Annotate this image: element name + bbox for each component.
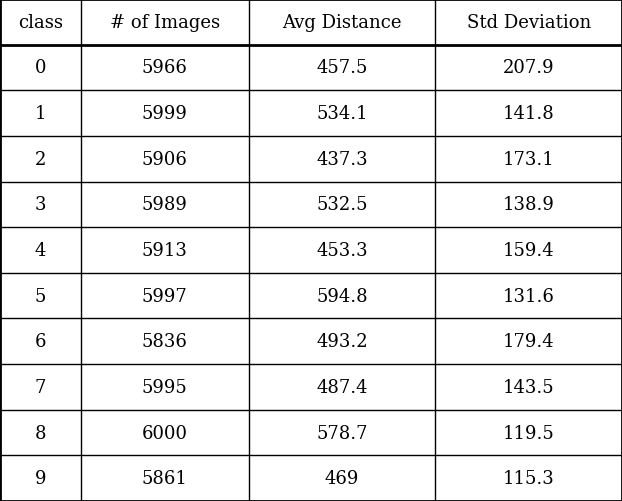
Text: 5861: 5861 [142,469,188,487]
Text: 207.9: 207.9 [503,59,554,77]
Text: 3: 3 [35,196,46,214]
Text: 143.5: 143.5 [503,378,554,396]
Text: 141.8: 141.8 [503,105,555,123]
Text: 5913: 5913 [142,241,188,260]
Text: 1: 1 [35,105,46,123]
Text: 578.7: 578.7 [317,424,368,442]
Text: 453.3: 453.3 [317,241,368,260]
Text: 532.5: 532.5 [317,196,368,214]
Text: 469: 469 [325,469,360,487]
Text: 6000: 6000 [142,424,188,442]
Text: 5999: 5999 [142,105,188,123]
Text: 119.5: 119.5 [503,424,555,442]
Text: # of Images: # of Images [109,14,220,32]
Text: 6: 6 [35,333,46,351]
Text: 131.6: 131.6 [503,287,555,305]
Text: 5997: 5997 [142,287,188,305]
Text: 9: 9 [35,469,46,487]
Text: 8: 8 [35,424,46,442]
Text: 487.4: 487.4 [317,378,368,396]
Text: 115.3: 115.3 [503,469,555,487]
Text: 534.1: 534.1 [317,105,368,123]
Text: 5: 5 [35,287,46,305]
Text: 594.8: 594.8 [317,287,368,305]
Text: 179.4: 179.4 [503,333,554,351]
Text: 0: 0 [35,59,46,77]
Text: 5906: 5906 [142,150,188,168]
Text: 7: 7 [35,378,46,396]
Text: 2: 2 [35,150,46,168]
Text: 173.1: 173.1 [503,150,555,168]
Text: class: class [18,14,63,32]
Text: 5836: 5836 [142,333,188,351]
Text: 138.9: 138.9 [503,196,555,214]
Text: 4: 4 [35,241,46,260]
Text: 493.2: 493.2 [317,333,368,351]
Text: 159.4: 159.4 [503,241,554,260]
Text: 457.5: 457.5 [317,59,368,77]
Text: Std Deviation: Std Deviation [466,14,591,32]
Text: 5989: 5989 [142,196,188,214]
Text: 5966: 5966 [142,59,188,77]
Text: 437.3: 437.3 [317,150,368,168]
Text: 5995: 5995 [142,378,188,396]
Text: Avg Distance: Avg Distance [282,14,402,32]
